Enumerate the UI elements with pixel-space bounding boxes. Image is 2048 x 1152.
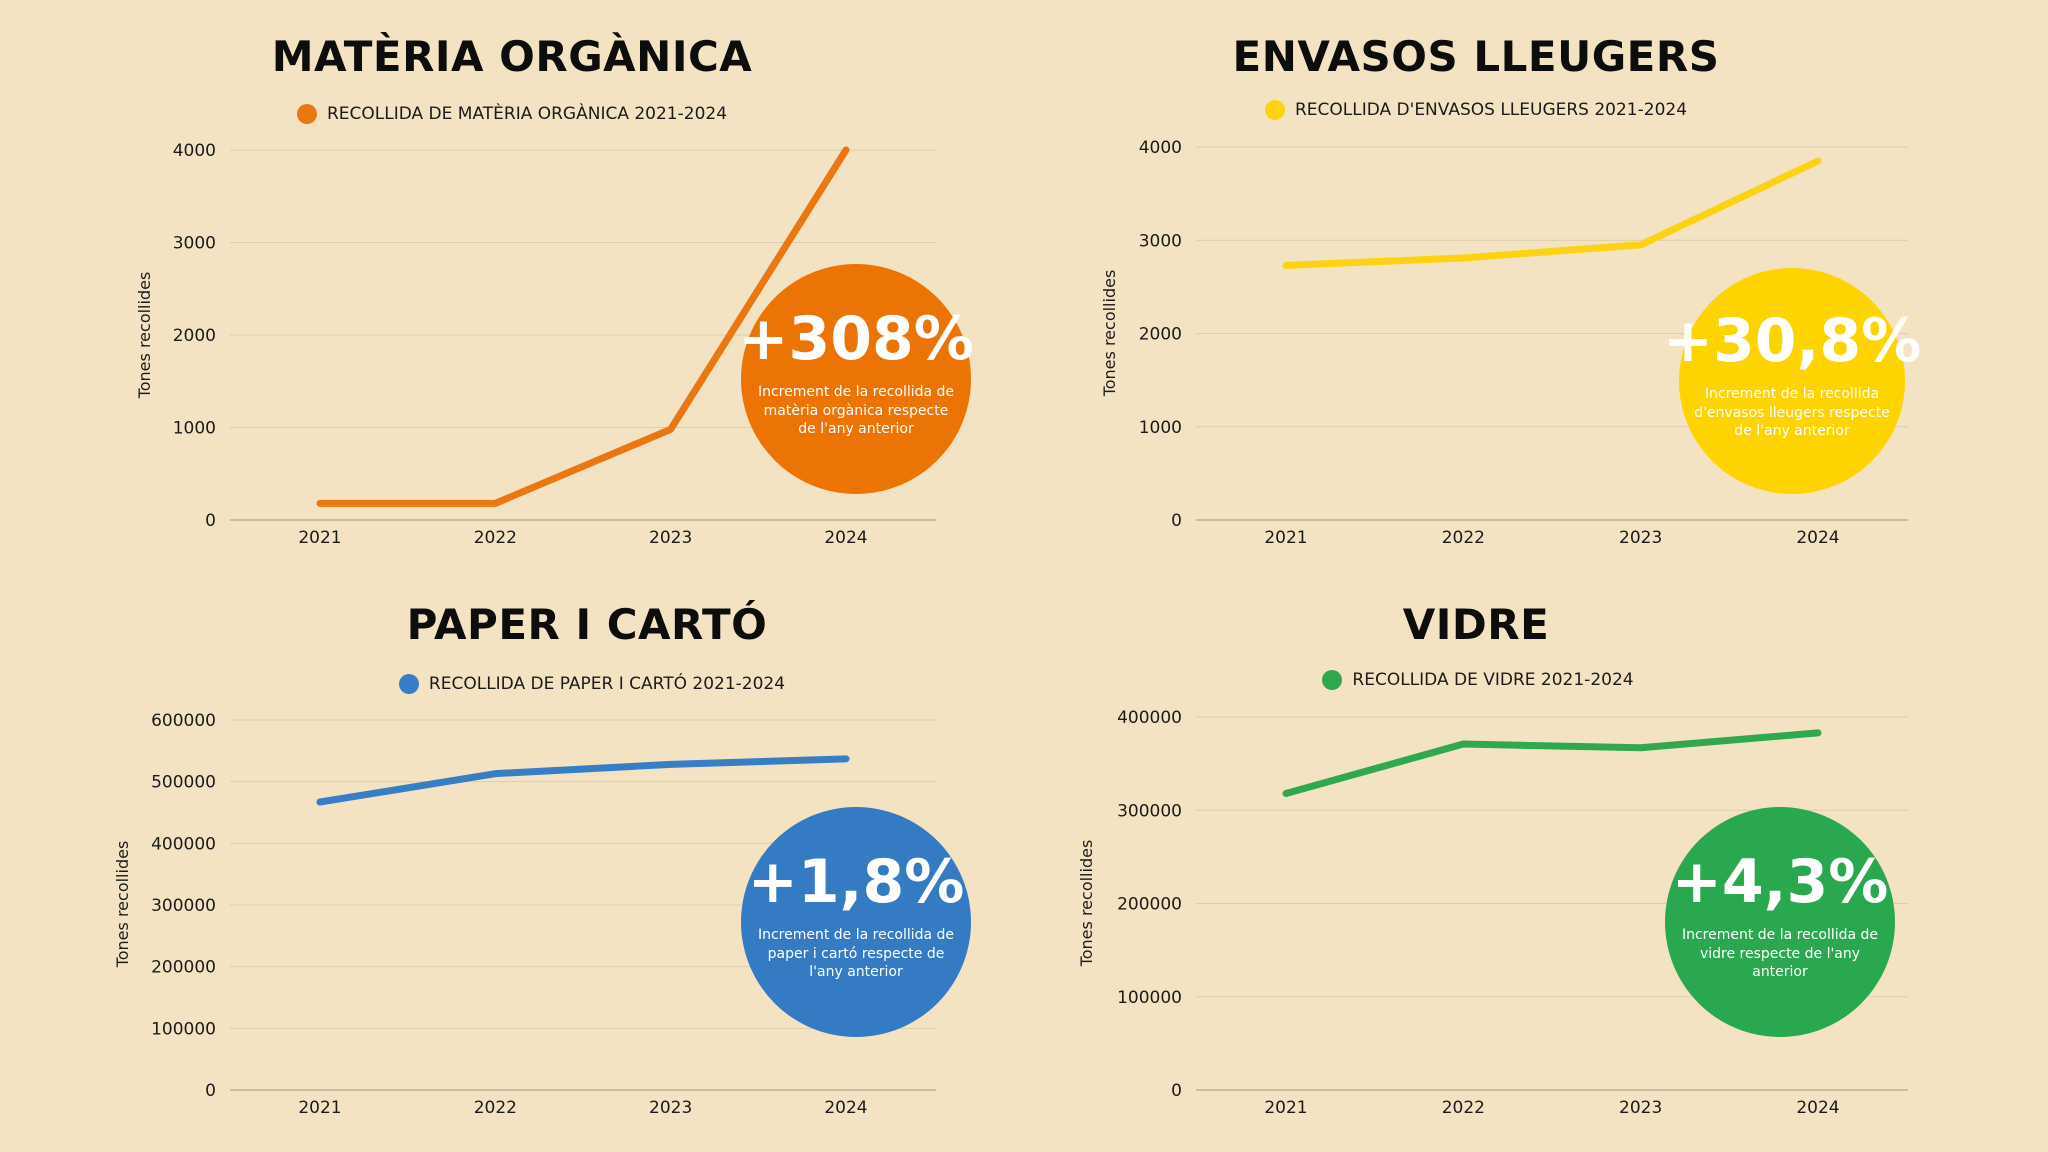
y-tick-label: 100000 xyxy=(1117,988,1182,1008)
x-tick-label: 2023 xyxy=(1619,1098,1662,1118)
x-tick-label: 2023 xyxy=(649,1098,692,1118)
x-tick-label: 2022 xyxy=(1442,1098,1485,1118)
y-tick-label: 4000 xyxy=(1139,138,1182,158)
y-axis-label: Tones recollides xyxy=(113,841,132,969)
x-tick-label: 2022 xyxy=(1442,528,1485,548)
y-axis-label: Tones recollides xyxy=(135,272,154,400)
chart-title: VIDRE xyxy=(1402,600,1550,649)
percentage-badge: +30,8% Increment de la recollida d'envas… xyxy=(1663,268,1921,494)
y-tick-label: 100000 xyxy=(151,1019,216,1039)
x-tick-label: 2024 xyxy=(824,1098,867,1118)
line-chart: 0 100000 200000 300000 400000 500000 600000 202… xyxy=(113,711,936,1118)
y-tick-label: 0 xyxy=(1171,1081,1182,1101)
y-tick-label: 4000 xyxy=(173,141,216,161)
badge-description: Increment de la recollida de vidre respe… xyxy=(1681,926,1879,981)
y-tick-label: 200000 xyxy=(151,958,216,978)
chart-panel-materia-organica: MATÈRIA ORGÀNICA RECOLLIDA DE MATÈRIA OR… xyxy=(0,0,1024,576)
y-tick-label: 300000 xyxy=(1117,801,1182,821)
badge-value: +4,3% xyxy=(1671,846,1889,917)
y-tick-label: 0 xyxy=(1171,511,1182,531)
legend-marker xyxy=(1264,100,1285,120)
chart-title: ENVASOS LLEUGERS xyxy=(1232,32,1720,81)
y-tick-label: 3000 xyxy=(1139,231,1182,251)
y-tick-label: 200000 xyxy=(1117,895,1182,915)
badge-description: Increment de la recollida de matèria org… xyxy=(757,383,955,438)
y-tick-label: 300000 xyxy=(151,896,216,916)
chart-title: PAPER I CARTÓ xyxy=(406,600,768,649)
badge-value: +30,8% xyxy=(1662,305,1922,376)
x-tick-label: 2021 xyxy=(1264,528,1307,548)
legend-marker xyxy=(296,104,317,124)
y-tick-label: 2000 xyxy=(1139,325,1182,345)
chart-legend: RECOLLIDA DE MATÈRIA ORGÀNICA 2021-2024 xyxy=(0,104,1024,124)
series-line xyxy=(316,146,850,507)
line-chart: 0 100000 200000 300000 400000 2021 2022 2023 202… xyxy=(1077,708,1908,1118)
percentage-badge: +308% Increment de la recollida de matèr… xyxy=(738,264,974,494)
chart-panel-envasos-lleugers: ENVASOS LLEUGERS RECOLLIDA D'ENVASOS LLE… xyxy=(1024,0,2048,576)
legend-label: RECOLLIDA DE PAPER I CARTÓ 2021-2024 xyxy=(428,674,786,694)
y-tick-label: 600000 xyxy=(151,711,216,731)
legend-marker xyxy=(398,674,419,694)
badge-value: +1,8% xyxy=(747,846,965,917)
x-tick-label: 2022 xyxy=(474,1098,517,1118)
badge-description: Increment de la recollida de paper i car… xyxy=(757,926,955,981)
y-tick-label: 0 xyxy=(205,511,216,531)
series-line xyxy=(1282,157,1822,269)
series-line xyxy=(316,755,850,806)
y-tick-label: 400000 xyxy=(151,834,216,854)
chart-title: MATÈRIA ORGÀNICA xyxy=(271,32,753,81)
badge-value: +308% xyxy=(738,303,974,374)
x-tick-label: 2023 xyxy=(649,528,692,548)
legend-label: RECOLLIDA D'ENVASOS LLEUGERS 2021-2024 xyxy=(1294,100,1688,120)
line-chart: 0 1000 2000 3000 4000 2021 2022 2023 2024 Tones r… xyxy=(135,141,936,548)
x-tick-label: 2023 xyxy=(1619,528,1662,548)
x-tick-label: 2024 xyxy=(824,528,867,548)
badge-description: Increment de la recollida d'envasos lleu… xyxy=(1694,385,1890,440)
x-tick-label: 2022 xyxy=(474,528,517,548)
line-chart: 0 1000 2000 3000 4000 2021 2022 2023 2024 Tones r… xyxy=(1100,138,1908,548)
y-tick-label: 3000 xyxy=(173,234,216,254)
x-tick-label: 2021 xyxy=(298,1098,341,1118)
chart-legend: RECOLLIDA DE PAPER I CARTÓ 2021-2024 xyxy=(80,674,1104,694)
legend-label: RECOLLIDA DE VIDRE 2021-2024 xyxy=(1352,670,1634,690)
x-tick-label: 2024 xyxy=(1796,1098,1839,1118)
y-tick-label: 1000 xyxy=(1139,418,1182,438)
x-tick-label: 2021 xyxy=(1264,1098,1307,1118)
y-tick-label: 1000 xyxy=(173,419,216,439)
chart-legend: RECOLLIDA D'ENVASOS LLEUGERS 2021-2024 xyxy=(964,100,1988,120)
y-tick-label: 400000 xyxy=(1117,708,1182,728)
percentage-badge: +4,3% Increment de la recollida de vidre… xyxy=(1665,807,1895,1037)
y-tick-label: 2000 xyxy=(173,326,216,346)
chart-legend: RECOLLIDA DE VIDRE 2021-2024 xyxy=(966,670,1990,690)
chart-panel-paper-carto: PAPER I CARTÓ RECOLLIDA DE PAPER I CARTÓ… xyxy=(0,576,1024,1152)
y-axis-label: Tones recollides xyxy=(1100,270,1119,398)
y-tick-label: 0 xyxy=(205,1081,216,1101)
legend-marker xyxy=(1322,670,1343,690)
y-axis-label: Tones recollides xyxy=(1077,840,1096,968)
legend-label: RECOLLIDA DE MATÈRIA ORGÀNICA 2021-2024 xyxy=(326,104,728,124)
x-tick-label: 2021 xyxy=(298,528,341,548)
chart-panel-vidre: VIDRE RECOLLIDA DE VIDRE 2021-2024 0 1000… xyxy=(1024,576,2048,1152)
percentage-badge: +1,8% Increment de la recollida de paper… xyxy=(741,807,971,1037)
y-tick-label: 500000 xyxy=(151,773,216,793)
x-tick-label: 2024 xyxy=(1796,528,1839,548)
series-line xyxy=(1282,729,1822,797)
